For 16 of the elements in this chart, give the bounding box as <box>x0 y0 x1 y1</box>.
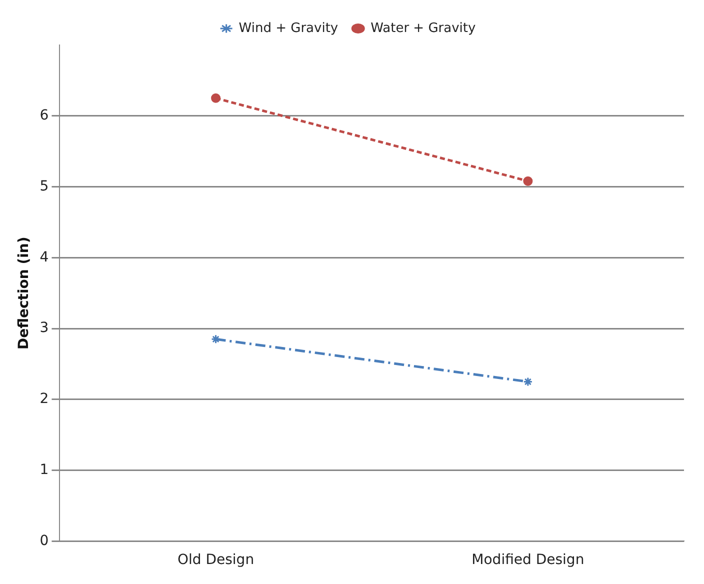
point <box>211 334 221 344</box>
legend-label: Water + Gravity <box>370 20 476 36</box>
point <box>523 376 533 386</box>
y-tick-label: 0 <box>40 532 49 549</box>
y-tick-label: 4 <box>40 249 49 266</box>
point <box>211 93 221 103</box>
y-tick-label: 1 <box>40 462 49 478</box>
point <box>523 176 533 186</box>
legend-label: Wind + Gravity <box>238 20 338 36</box>
y-tick-label: 3 <box>40 320 49 336</box>
x-tick-label: Modified Design <box>472 552 584 568</box>
y-tick-label: 6 <box>40 108 49 124</box>
y-tick-label: 2 <box>40 391 49 408</box>
y-tick-label: 5 <box>40 178 49 194</box>
y-axis-title: Deflection (in) <box>16 236 32 350</box>
x-tick-label: Old Design <box>177 552 254 568</box>
